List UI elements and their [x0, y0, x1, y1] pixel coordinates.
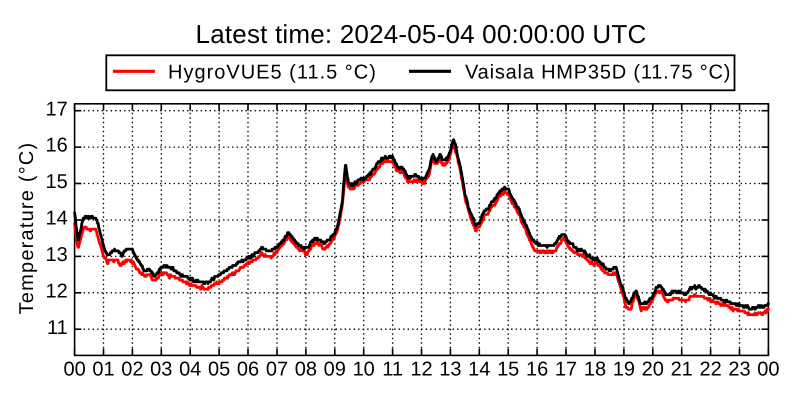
svg-text:12: 12: [410, 358, 432, 380]
svg-text:15: 15: [46, 171, 68, 193]
svg-text:06: 06: [237, 358, 259, 380]
svg-text:10: 10: [353, 358, 375, 380]
svg-text:12: 12: [46, 280, 68, 302]
svg-text:22: 22: [699, 358, 721, 380]
svg-text:15: 15: [497, 358, 519, 380]
svg-text:HygroVUE5 (11.5 °C): HygroVUE5 (11.5 °C): [168, 61, 377, 83]
svg-text:01: 01: [92, 358, 114, 380]
svg-text:11: 11: [47, 317, 68, 339]
svg-text:05: 05: [208, 358, 230, 380]
svg-text:19: 19: [613, 358, 635, 380]
svg-text:Vaisala HMP35D (11.75 °C): Vaisala HMP35D (11.75 °C): [465, 61, 731, 83]
svg-text:02: 02: [121, 358, 143, 380]
svg-text:16: 16: [46, 135, 68, 157]
svg-text:18: 18: [584, 358, 606, 380]
svg-text:04: 04: [179, 358, 201, 380]
svg-text:20: 20: [642, 358, 664, 380]
svg-text:13: 13: [46, 244, 68, 266]
svg-text:00: 00: [63, 358, 85, 380]
svg-text:11: 11: [382, 358, 403, 380]
svg-text:21: 21: [671, 358, 693, 380]
svg-text:09: 09: [324, 358, 346, 380]
svg-text:00: 00: [757, 358, 779, 380]
svg-text:14: 14: [46, 208, 68, 230]
svg-text:14: 14: [468, 358, 490, 380]
svg-text:17: 17: [555, 358, 577, 380]
svg-text:23: 23: [728, 358, 750, 380]
svg-text:13: 13: [439, 358, 461, 380]
svg-text:08: 08: [295, 358, 317, 380]
svg-text:16: 16: [526, 358, 548, 380]
svg-text:07: 07: [266, 358, 288, 380]
svg-text:03: 03: [150, 358, 172, 380]
svg-text:Temperature (°C): Temperature (°C): [16, 142, 38, 315]
svg-text:17: 17: [46, 98, 68, 120]
svg-text:Latest time: 2024-05-04 00:00:: Latest time: 2024-05-04 00:00:00 UTC: [196, 19, 647, 49]
